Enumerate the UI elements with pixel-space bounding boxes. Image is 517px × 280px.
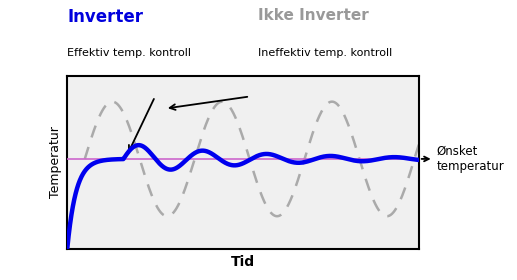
Text: Effektiv temp. kontroll: Effektiv temp. kontroll xyxy=(67,48,191,58)
X-axis label: Tid: Tid xyxy=(231,255,255,269)
Y-axis label: Temperatur: Temperatur xyxy=(49,127,62,198)
Text: Inverter: Inverter xyxy=(67,8,143,26)
Text: Ikke Inverter: Ikke Inverter xyxy=(258,8,369,24)
Text: Ineffektiv temp. kontroll: Ineffektiv temp. kontroll xyxy=(258,48,393,58)
Text: Ønsket
temperatur: Ønsket temperatur xyxy=(421,145,504,173)
